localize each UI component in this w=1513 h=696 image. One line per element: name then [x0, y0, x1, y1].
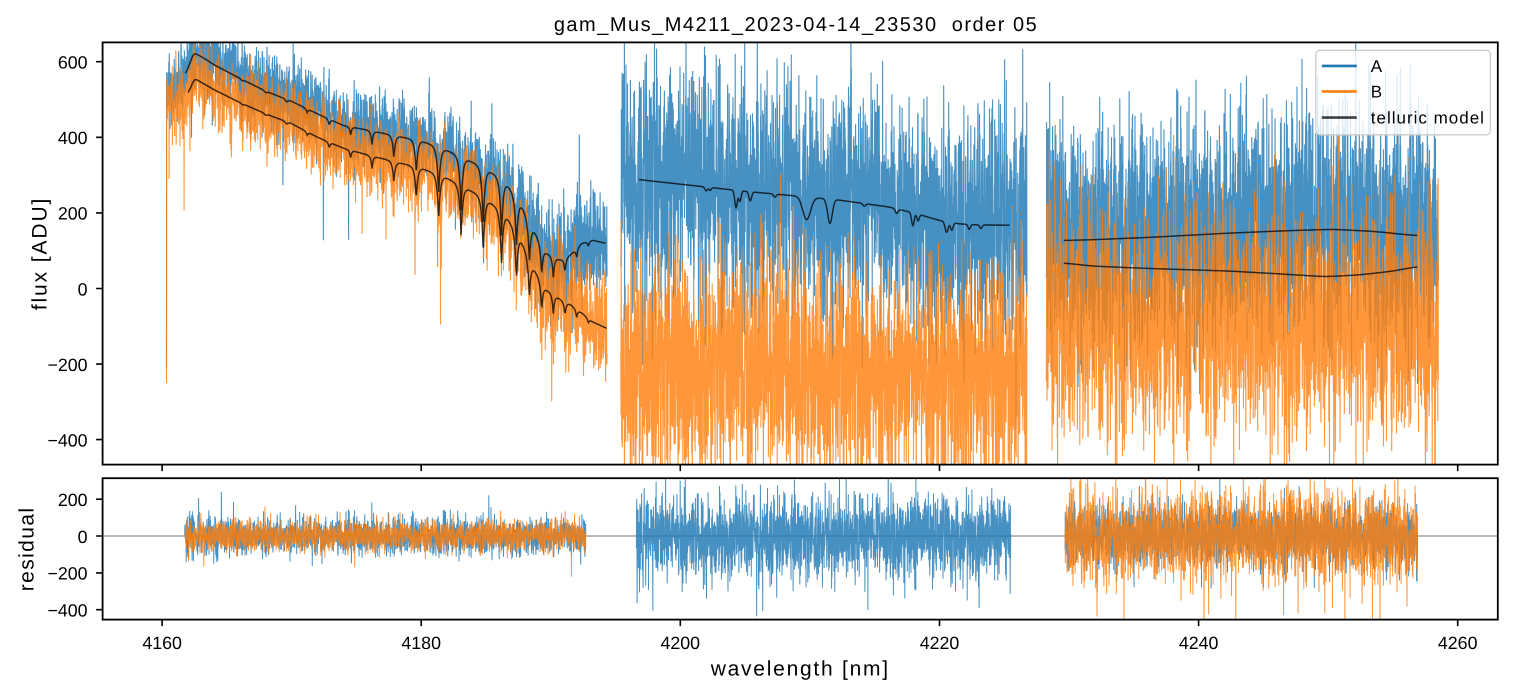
- svg-text:−200: −200: [47, 564, 87, 584]
- svg-text:4240: 4240: [1179, 633, 1219, 653]
- svg-text:−200: −200: [47, 355, 87, 375]
- svg-text:4260: 4260: [1438, 633, 1478, 653]
- svg-text:wavelength [nm]: wavelength [nm]: [710, 658, 890, 681]
- svg-text:B: B: [1371, 82, 1383, 101]
- svg-text:4200: 4200: [661, 633, 701, 653]
- svg-text:flux [ADU]: flux [ADU]: [29, 197, 52, 311]
- svg-text:gam_Mus_M4211_2023-04-14_23530: gam_Mus_M4211_2023-04-14_23530 order 05: [554, 14, 1038, 36]
- svg-text:200: 200: [58, 490, 88, 510]
- svg-text:600: 600: [58, 53, 88, 73]
- svg-text:residual: residual: [16, 507, 39, 592]
- svg-text:4220: 4220: [920, 633, 960, 653]
- svg-text:200: 200: [58, 204, 88, 224]
- svg-text:400: 400: [58, 128, 88, 148]
- svg-text:A: A: [1371, 57, 1383, 76]
- svg-text:−400: −400: [47, 430, 87, 450]
- svg-text:4160: 4160: [142, 633, 182, 653]
- svg-text:0: 0: [78, 279, 88, 299]
- svg-text:telluric model: telluric model: [1371, 109, 1485, 128]
- svg-text:0: 0: [78, 527, 88, 547]
- svg-text:4180: 4180: [401, 633, 441, 653]
- svg-text:−400: −400: [47, 601, 87, 621]
